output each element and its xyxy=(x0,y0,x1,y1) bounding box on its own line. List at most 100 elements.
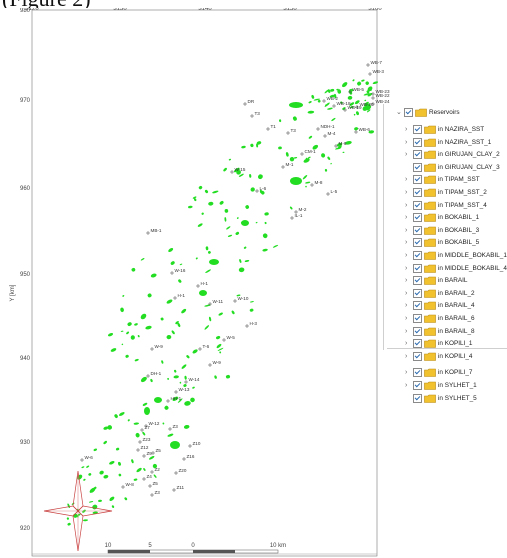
folder-icon xyxy=(424,327,436,336)
reservoir-polygon xyxy=(114,414,119,419)
reservoir-polygon xyxy=(327,156,331,160)
tree-item-label: in BOKABIL_1 xyxy=(438,214,479,221)
well-label: M-1 xyxy=(286,162,294,167)
reservoir-polygon xyxy=(148,455,154,460)
chevron-right-icon[interactable]: › xyxy=(405,369,411,377)
well-marker: H-1 xyxy=(196,281,208,288)
chevron-right-icon[interactable]: › xyxy=(405,176,411,184)
chevron-right-icon[interactable]: › xyxy=(405,189,411,197)
well-marker: W-9 xyxy=(208,360,221,367)
reservoir-polygon xyxy=(179,382,181,384)
checkbox-checked-icon[interactable] xyxy=(413,339,422,348)
chevron-right-icon[interactable]: › xyxy=(405,252,411,260)
checkbox-checked-icon[interactable] xyxy=(413,238,422,247)
checkbox-checked-icon[interactable] xyxy=(404,108,413,117)
chevron-right-icon[interactable]: › xyxy=(405,302,411,310)
well-label: H-1 xyxy=(178,293,186,298)
checkbox-checked-icon[interactable] xyxy=(413,175,422,184)
tree-item[interactable]: › in KOPILI_4 xyxy=(387,350,507,364)
reservoir-polygon xyxy=(173,375,179,379)
well-marker: MB-1 xyxy=(146,228,162,235)
checkbox-checked-icon[interactable] xyxy=(413,327,422,336)
reservoir-polygon xyxy=(250,143,254,147)
chevron-right-icon[interactable]: › xyxy=(405,277,411,285)
checkbox-checked-icon[interactable] xyxy=(413,213,422,222)
checkbox-checked-icon[interactable] xyxy=(413,163,422,172)
well-marker: H-1 xyxy=(173,293,185,300)
well-label: NDH-1 xyxy=(321,124,335,129)
checkbox-checked-icon[interactable] xyxy=(413,368,422,377)
checkbox-checked-icon[interactable] xyxy=(413,264,422,273)
reservoir-polygon xyxy=(162,422,164,424)
checkbox-checked-icon[interactable] xyxy=(413,226,422,235)
folder-icon xyxy=(424,213,436,222)
well-label: DR xyxy=(248,99,255,104)
chevron-right-icon[interactable]: › xyxy=(405,265,411,273)
reservoir-polygon xyxy=(204,189,208,194)
chevron-right-icon[interactable]: › xyxy=(405,328,411,336)
tree-root-reservoirs[interactable]: ⌄ Reservoirs xyxy=(387,106,507,120)
reservoir-polygon xyxy=(121,343,123,345)
chevron-right-icon[interactable]: › xyxy=(405,151,411,159)
checkbox-checked-icon[interactable] xyxy=(413,314,422,323)
checkbox-checked-icon[interactable] xyxy=(413,394,422,403)
tree-item[interactable]: in SYLHET_5 xyxy=(387,392,507,406)
reservoir-polygon xyxy=(372,81,378,85)
reservoir-polygon xyxy=(224,209,228,213)
well-marker: WB-3 xyxy=(368,69,384,76)
checkbox-checked-icon[interactable] xyxy=(413,352,422,361)
reservoir-polygon xyxy=(89,501,94,503)
reservoir-polygon xyxy=(352,79,355,82)
well-marker: T3 xyxy=(286,128,296,135)
checkbox-checked-icon[interactable] xyxy=(413,289,422,298)
chevron-down-icon[interactable]: ⌄ xyxy=(396,109,402,117)
chevron-right-icon[interactable]: › xyxy=(405,202,411,210)
reservoir-polygon xyxy=(245,204,250,209)
chevron-right-icon[interactable]: › xyxy=(405,290,411,298)
well-label: L-5 xyxy=(331,189,338,194)
checkbox-checked-icon[interactable] xyxy=(413,150,422,159)
reservoir-polygon xyxy=(199,290,207,296)
reservoir-polygon xyxy=(192,386,195,389)
tree-item-label: in BARAIL xyxy=(438,277,467,284)
reservoir-polygon xyxy=(133,478,137,481)
chevron-right-icon[interactable]: › xyxy=(405,139,411,147)
checkbox-checked-icon[interactable] xyxy=(413,201,422,210)
chevron-right-icon[interactable]: › xyxy=(405,239,411,247)
y-tick-label: 980 xyxy=(20,8,31,14)
checkbox-checked-icon[interactable] xyxy=(413,188,422,197)
chevron-right-icon[interactable]: › xyxy=(405,214,411,222)
checkbox-checked-icon[interactable] xyxy=(413,125,422,134)
reservoir-polygon xyxy=(308,101,312,104)
folder-icon xyxy=(424,150,436,159)
reservoir-polygon xyxy=(257,173,264,180)
reservoir-polygon xyxy=(305,186,307,188)
reservoir-polygon xyxy=(241,145,246,148)
reservoir-polygon xyxy=(103,440,108,445)
chevron-right-icon[interactable]: › xyxy=(405,340,411,348)
compass-rose-icon xyxy=(44,471,112,551)
chevron-right-icon[interactable]: › xyxy=(405,126,411,134)
chevron-right-icon[interactable]: › xyxy=(405,227,411,235)
well-label: WB-18 xyxy=(337,101,351,106)
reservoir-polygon xyxy=(98,500,102,503)
chevron-right-icon[interactable]: › xyxy=(405,382,411,390)
well-label: Z5 xyxy=(153,481,159,486)
chevron-right-icon[interactable]: › xyxy=(405,353,411,361)
checkbox-checked-icon[interactable] xyxy=(413,301,422,310)
reservoir-polygon xyxy=(147,293,152,298)
reservoir-polygon xyxy=(208,201,214,205)
reservoir-polygon xyxy=(140,313,148,321)
checkbox-checked-icon[interactable] xyxy=(413,276,422,285)
checkbox-checked-icon[interactable] xyxy=(413,381,422,390)
checkbox-checked-icon[interactable] xyxy=(413,251,422,260)
well-marker: Z10 xyxy=(188,441,201,448)
header-fragment: (Figure 2) xyxy=(0,0,507,8)
reservoir-polygon xyxy=(88,473,92,477)
reservoir-polygon xyxy=(278,146,282,149)
checkbox-checked-icon[interactable] xyxy=(413,138,422,147)
reservoir-polygon xyxy=(231,310,235,315)
well-label: MB-1 xyxy=(151,228,162,233)
chevron-right-icon[interactable]: › xyxy=(405,315,411,323)
reservoir-polygon xyxy=(140,376,148,383)
